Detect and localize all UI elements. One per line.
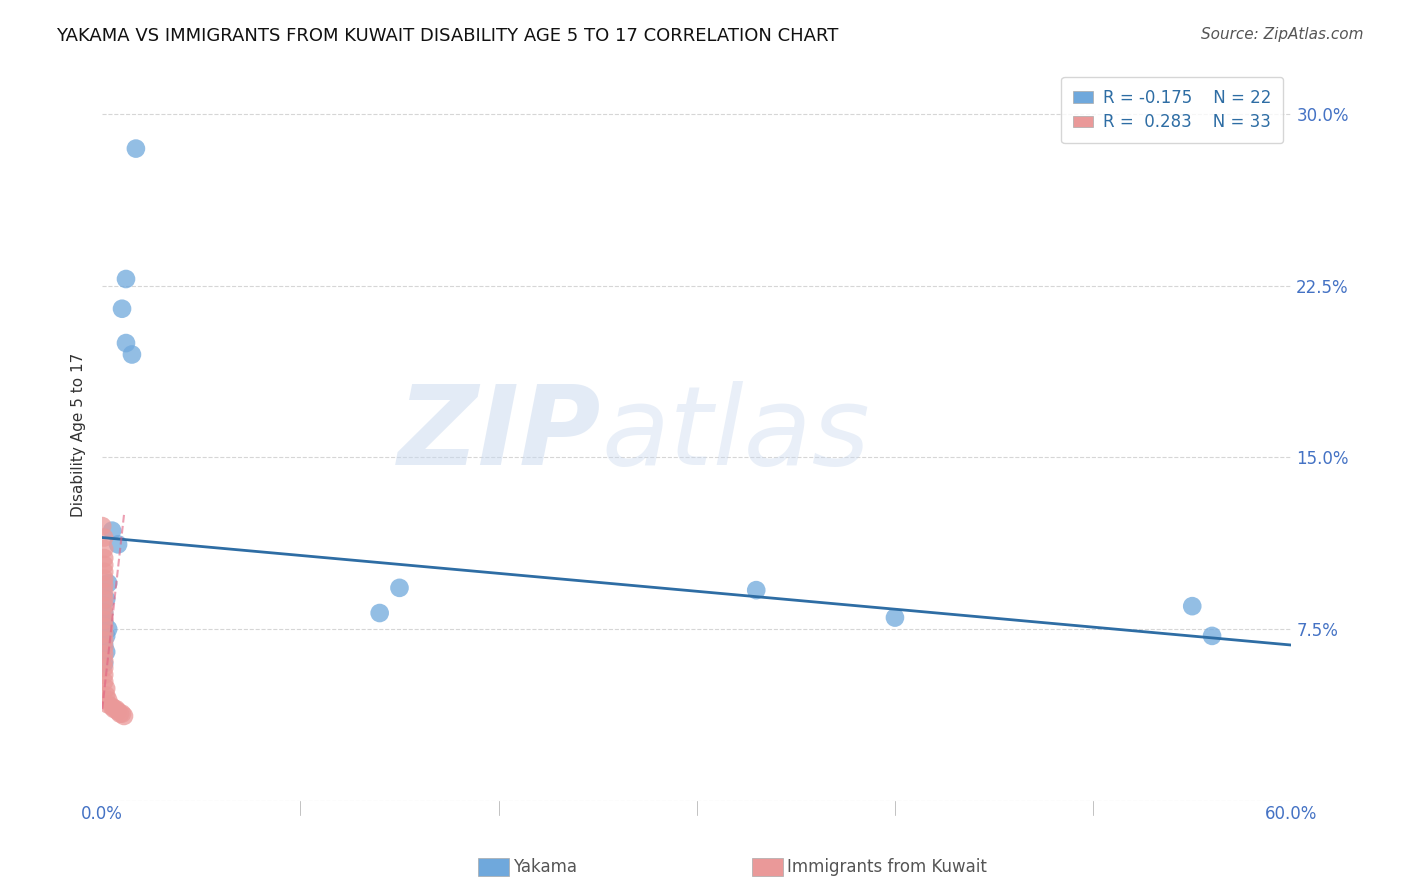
Point: [107, 705, 129, 719]
Point: [93, 667, 115, 681]
Point: [112, 709, 135, 723]
Point: [93, 578, 115, 592]
Legend: R = -0.175    N = 22, R =  0.283    N = 33: R = -0.175 N = 22, R = 0.283 N = 33: [1062, 77, 1284, 143]
Point: [93, 661, 115, 675]
Point: [115, 272, 138, 286]
Point: [91, 519, 114, 533]
Point: [93, 606, 115, 620]
Text: Immigrants from Kuwait: Immigrants from Kuwait: [787, 858, 987, 876]
Point: [93, 541, 115, 556]
Point: [93, 558, 115, 572]
Point: [93, 551, 115, 566]
Point: [96, 681, 118, 696]
Point: [93, 674, 115, 689]
Point: [1201, 629, 1223, 643]
Y-axis label: Disability Age 5 to 17: Disability Age 5 to 17: [72, 352, 86, 516]
Point: [111, 301, 134, 316]
Point: [96, 689, 118, 703]
Point: [93, 654, 115, 668]
Point: [93, 606, 115, 620]
Point: [97, 622, 120, 636]
Point: [745, 583, 768, 598]
Point: [97, 576, 120, 591]
Point: [93, 626, 115, 640]
Point: [96, 592, 118, 607]
Point: [103, 702, 125, 716]
Point: [93, 620, 115, 634]
Point: [1181, 599, 1204, 614]
Point: [93, 572, 115, 586]
Point: [125, 142, 148, 156]
Point: [101, 699, 124, 714]
Text: ZIP: ZIP: [398, 381, 602, 488]
Point: [111, 706, 134, 721]
Point: [93, 615, 115, 629]
Text: YAKAMA VS IMMIGRANTS FROM KUWAIT DISABILITY AGE 5 TO 17 CORRELATION CHART: YAKAMA VS IMMIGRANTS FROM KUWAIT DISABIL…: [56, 27, 838, 45]
Point: [105, 702, 128, 716]
Point: [93, 633, 115, 648]
Point: [96, 629, 118, 643]
Point: [93, 585, 115, 599]
Point: [884, 610, 907, 624]
Point: [388, 581, 411, 595]
Point: [368, 606, 391, 620]
Point: [115, 336, 138, 351]
Point: [93, 565, 115, 579]
Point: [93, 640, 115, 655]
Point: [121, 347, 143, 361]
Point: [101, 524, 124, 538]
Point: [108, 706, 131, 721]
Point: [97, 693, 120, 707]
Point: [93, 531, 115, 545]
Point: [93, 613, 115, 627]
Text: atlas: atlas: [602, 381, 870, 488]
Text: Yakama: Yakama: [513, 858, 578, 876]
Point: [93, 647, 115, 661]
Point: [93, 599, 115, 614]
Point: [107, 537, 129, 551]
Text: Source: ZipAtlas.com: Source: ZipAtlas.com: [1201, 27, 1364, 42]
Point: [97, 698, 120, 712]
Point: [93, 638, 115, 652]
Point: [93, 592, 115, 607]
Point: [93, 657, 115, 671]
Point: [96, 645, 118, 659]
